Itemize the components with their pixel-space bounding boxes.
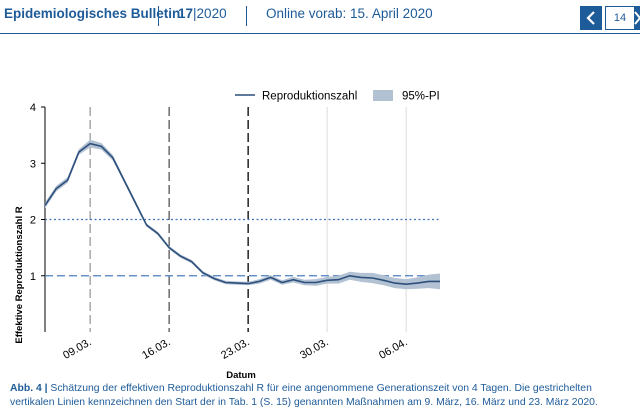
chart-legend: Reproduktionszahl 95%-PI [235, 90, 440, 103]
figure-caption: Abb. 4 | Schätzung der effektiven Reprod… [10, 382, 635, 410]
page-number: 14 [605, 6, 635, 30]
header-rule [0, 33, 640, 34]
x-tick-label: 06.04. [377, 336, 409, 362]
reproduction-number-line [44, 142, 440, 286]
header-divider [158, 6, 159, 26]
plot-area: 1 2 3 4 09.03. 16.03. 23.03. 30.03. 06.04. [30, 102, 440, 362]
x-tick-label: 09.03. [61, 336, 93, 362]
y-axis-label: Effektive Reproduktionszahl R [14, 206, 25, 343]
caption-text: Schätzung der effektiven Reproduktionsza… [10, 383, 598, 408]
issue-number: 17 [178, 6, 194, 21]
x-axis-label: Datum [226, 370, 256, 380]
header-divider [246, 6, 247, 26]
x-tick-label: 23.03. [219, 336, 251, 362]
y-tick-label: 1 [30, 271, 36, 283]
online-date: Online vorab: 15. April 2020 [266, 6, 433, 21]
y-tick-label: 4 [30, 102, 36, 114]
x-tick-label: 30.03. [298, 336, 330, 362]
bulletin-header: Epidemiologisches Bulletin 17|2020 Onlin… [0, 0, 640, 36]
issue-label: 17|2020 [178, 6, 227, 21]
legend-line-label: Reproduktionszahl [262, 91, 357, 103]
confidence-band-95 [45, 139, 440, 290]
chevron-left-icon [586, 11, 595, 25]
chevron-right-icon [634, 11, 640, 25]
bulletin-title: Epidemiologisches Bulletin [4, 6, 181, 21]
reproduction-number-chart: Reproduktionszahl 95%-PI 1 2 3 4 09.03. 16.03… [14, 90, 440, 380]
next-page-button[interactable] [634, 6, 640, 30]
previous-page-button[interactable] [580, 6, 602, 30]
caption-label: Abb. 4 | [10, 383, 48, 394]
issue-year: 2020 [196, 6, 227, 21]
y-tick-label: 2 [30, 215, 36, 227]
y-tick-label: 3 [30, 158, 36, 170]
x-tick-label: 16.03. [140, 336, 172, 362]
legend-band-swatch [373, 90, 393, 101]
legend-band-label: 95%-PI [402, 91, 440, 103]
